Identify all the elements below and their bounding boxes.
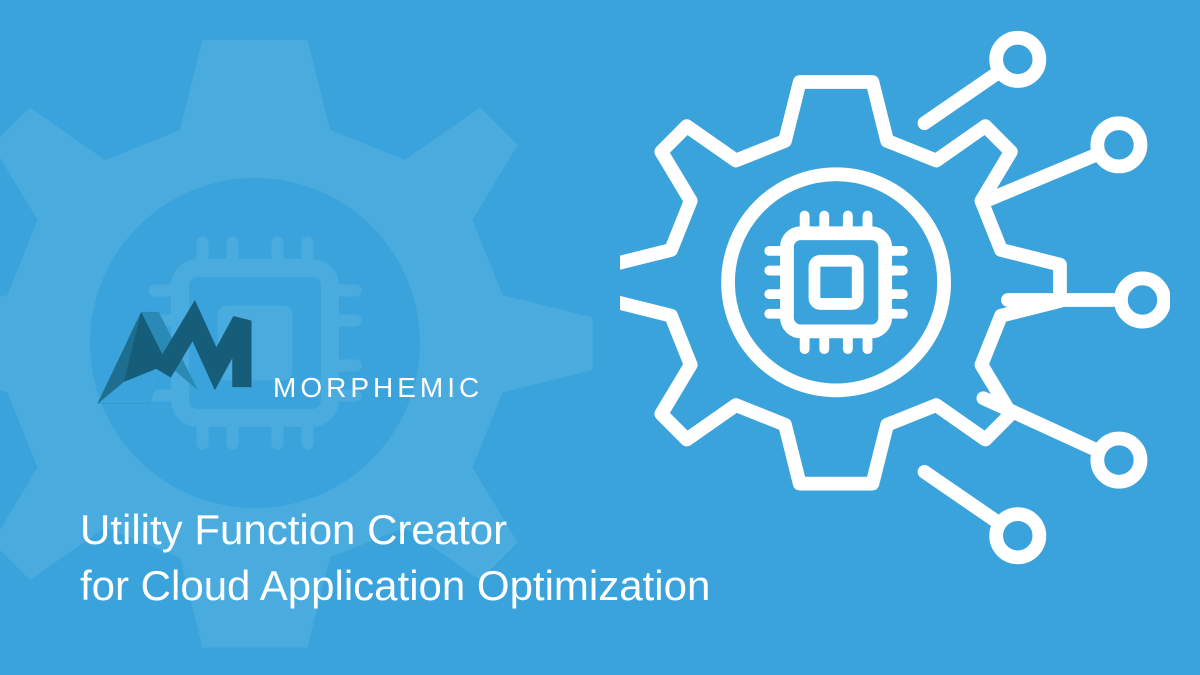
brand-logo: MORPHEMIC	[80, 290, 483, 430]
page-title: Utility Function Creator for Cloud Appli…	[80, 502, 710, 615]
title-line-1: Utility Function Creator	[80, 502, 710, 559]
title-line-2: for Cloud Application Optimization	[80, 558, 710, 615]
gear-chip-circuit-icon	[620, 20, 1170, 580]
morphemic-logo-icon	[80, 290, 255, 430]
brand-name: MORPHEMIC	[273, 372, 483, 404]
